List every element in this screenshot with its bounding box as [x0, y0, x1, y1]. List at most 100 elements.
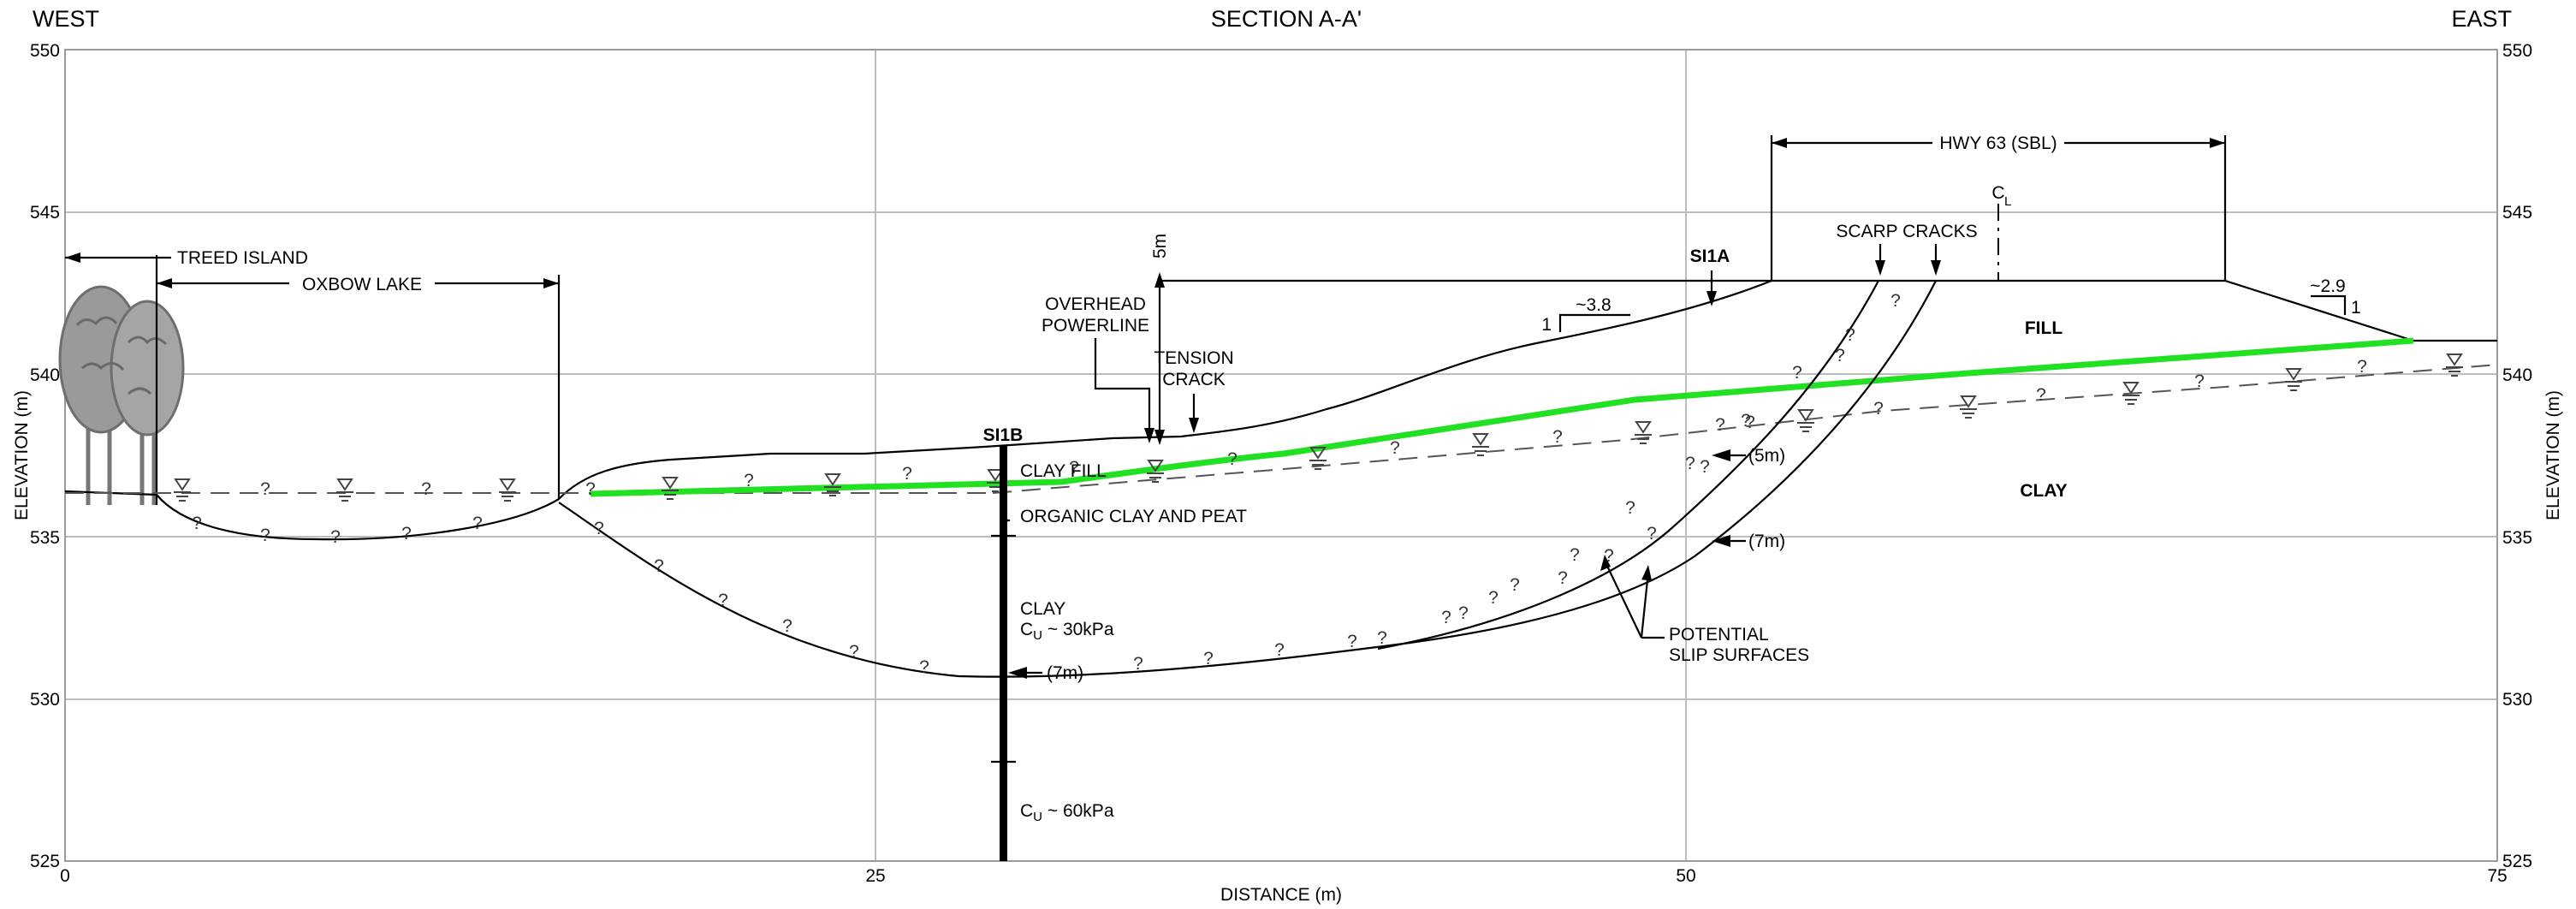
uncertain-marker: ? — [1558, 568, 1568, 588]
uncertain-marker: ? — [1835, 346, 1845, 365]
overhead-label-2: POWERLINE — [1042, 316, 1149, 336]
slope-right-rise: 1 — [2351, 298, 2361, 318]
y-tick: 550 — [30, 41, 60, 61]
borehole-si1b: SI1B (7m) — [983, 425, 1083, 861]
y-axis-label-right: ELEVATION (m) — [2543, 390, 2563, 520]
water-table-icon — [336, 478, 353, 502]
cu60-value: ~ 60kPa — [1042, 801, 1114, 821]
water-table-symbols — [174, 354, 2463, 502]
uncertain-marker: ? — [192, 514, 202, 533]
y-tick: 530 — [30, 690, 60, 710]
water-table-icon — [1309, 447, 1327, 470]
potential-label-2: SLIP SURFACES — [1669, 645, 1809, 665]
slope-left-rise: 1 — [1541, 315, 1552, 335]
clay-right-label: CLAY — [2020, 481, 2067, 501]
extent-markers: TREED ISLAND OXBOW LAKE — [65, 248, 561, 505]
ground-surface — [64, 279, 2497, 541]
uncertain-marker: ? — [1488, 588, 1499, 608]
x-tick: 0 — [60, 866, 70, 886]
uncertain-marker: ? — [260, 526, 270, 545]
marker-7m-a: (7m) — [1047, 663, 1083, 683]
water-table-icon — [1635, 421, 1652, 444]
cu30-label: CU ~ 30kPa — [1020, 620, 1114, 643]
y-tick: 545 — [30, 203, 60, 223]
y-axis-label-left: ELEVATION (m) — [12, 390, 32, 520]
cu30-sub: U — [1033, 628, 1042, 643]
y-tick: 525 — [30, 852, 60, 871]
uncertain-marker: ? — [744, 471, 754, 490]
scarp-cracks-label: SCARP CRACKS — [1836, 222, 1977, 241]
y-tick: 540 — [2502, 365, 2532, 385]
uncertain-marker: ? — [2357, 357, 2367, 377]
uncertain-marker: ? — [1390, 438, 1400, 458]
uncertain-marker: ? — [1741, 411, 1751, 431]
slip-surface-shallow — [1377, 280, 1879, 651]
uncertain-marker: ? — [1377, 628, 1387, 648]
five-m-label: 5m — [1150, 234, 1170, 258]
marker-5m: (5m) — [1748, 446, 1785, 466]
potential-label-1: POTENTIAL — [1669, 625, 1769, 645]
water-table-icon — [174, 478, 191, 502]
uncertain-marker: ? — [594, 519, 604, 538]
uncertain-marker: ? — [782, 616, 792, 636]
scarp-cracks: SCARP CRACKS — [1836, 222, 1978, 276]
water-table-icon — [2446, 354, 2463, 377]
borehole-si1a: SI1A (5m) (7m) — [1690, 247, 1786, 551]
x-tick: 75 — [2487, 866, 2507, 886]
uncertain-marker: ? — [919, 657, 929, 677]
oxbow-lake-label: OXBOW LAKE — [302, 275, 422, 294]
potential-slip-callout: POTENTIAL SLIP SURFACES — [1600, 555, 1809, 665]
si1a-label: SI1A — [1690, 247, 1730, 266]
slope-right-run: ~2.9 — [2310, 276, 2345, 296]
west-label: WEST — [33, 6, 99, 32]
y-tick: 545 — [2502, 203, 2532, 223]
tree-icon — [58, 285, 185, 505]
fill-label: FILL — [2025, 318, 2063, 338]
cu60-prefix: C — [1020, 801, 1033, 821]
water-table-icon — [2122, 382, 2140, 405]
clay-fill-label: CLAY FILL — [1020, 461, 1107, 481]
cu60-sub: U — [1033, 810, 1042, 824]
uncertain-marker: ? — [1845, 325, 1855, 345]
uncertain-marker: ? — [472, 514, 483, 533]
uncertain-marker: ? — [654, 556, 664, 576]
east-label: EAST — [2451, 6, 2512, 32]
uncertain-marker: ? — [1625, 498, 1635, 518]
slope-ratio-left: ~3.8 1 — [1541, 295, 1630, 335]
slope-left-run: ~3.8 — [1576, 295, 1611, 315]
cu60-label: CU ~ 60kPa — [1020, 801, 1114, 824]
water-table-icon — [1960, 395, 1977, 419]
section-title: SECTION A-A' — [1211, 6, 1362, 32]
overhead-label-1: OVERHEAD — [1045, 294, 1146, 314]
uncertain-marker: ? — [585, 479, 596, 499]
fill-clay-interface — [590, 337, 2414, 497]
water-table-icon — [824, 473, 841, 496]
water-table-icon — [499, 478, 516, 502]
water-table-icon — [662, 477, 679, 500]
hwy-label: HWY 63 (SBL) — [1939, 134, 2057, 153]
uncertain-marker: ? — [401, 524, 412, 544]
tension-crack-label-2: CRACK — [1162, 370, 1226, 389]
uncertain-markers: ????????????????????????????????????????… — [192, 291, 2367, 677]
centerline-label: C — [1991, 183, 2004, 203]
uncertain-marker: ? — [1604, 546, 1614, 566]
uncertain-marker: ? — [1069, 458, 1079, 478]
centerline: C L — [1991, 183, 2011, 281]
water-table — [992, 364, 2498, 494]
uncertain-marker: ? — [260, 479, 270, 499]
y-tick: 540 — [30, 365, 60, 385]
x-axis: 0 25 50 75 DISTANCE (m) — [60, 866, 2508, 905]
water-table-icon — [1797, 409, 1814, 432]
uncertain-marker: ? — [1890, 291, 1901, 311]
cu30-value: ~ 30kPa — [1042, 620, 1114, 639]
hwy-dimension: HWY 63 (SBL) — [1770, 134, 2227, 281]
y-tick: 535 — [2502, 528, 2532, 548]
uncertain-marker: ? — [1715, 415, 1725, 435]
uncertain-marker: ? — [1441, 608, 1451, 627]
grid — [64, 49, 2498, 862]
y-tick: 525 — [2502, 852, 2532, 871]
x-tick: 25 — [865, 866, 885, 886]
uncertain-marker: ? — [2036, 385, 2046, 405]
